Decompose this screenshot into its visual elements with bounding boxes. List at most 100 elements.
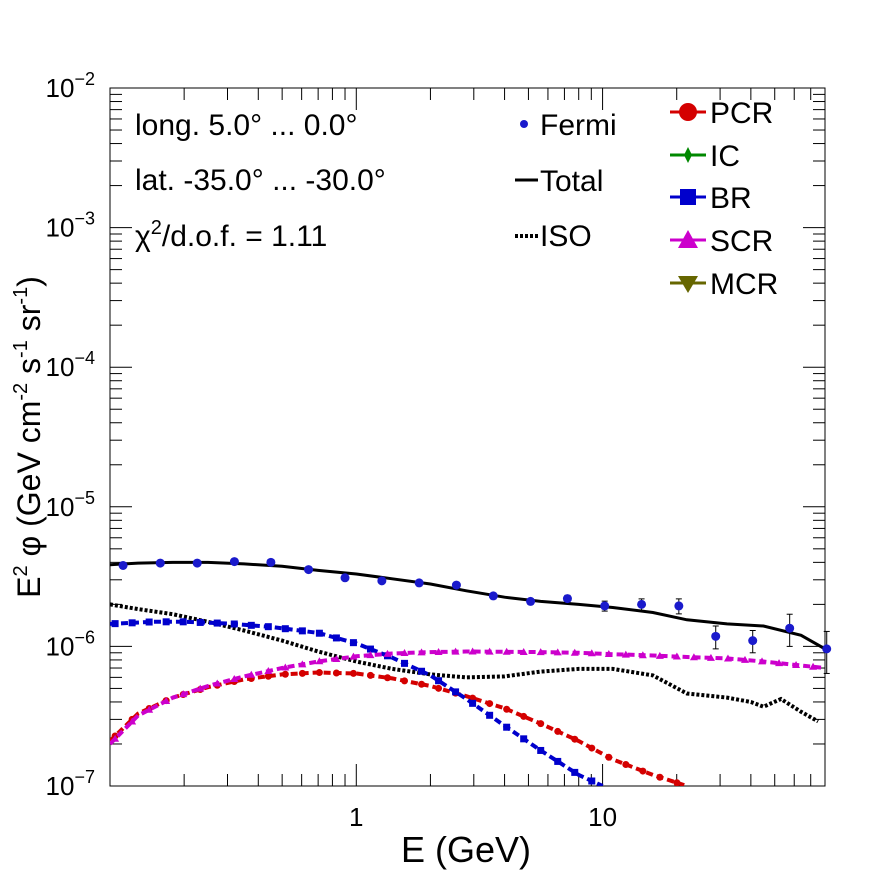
annotation-longitude: long. 5.0° ... 0.0°: [135, 109, 357, 142]
series-pcr-marker: [349, 669, 357, 677]
fermi-point: [785, 623, 795, 633]
series-scr-marker: [587, 649, 596, 657]
series-br-marker: [588, 777, 596, 785]
series-scr-marker: [417, 648, 426, 656]
y-title-sup4: -1: [10, 287, 32, 305]
series-br-marker: [486, 711, 494, 719]
series-pcr-marker: [298, 669, 306, 677]
legend-ic-label: IC: [710, 140, 740, 173]
fermi-point: [488, 591, 498, 601]
series-br-marker: [537, 746, 545, 754]
axes-ticks: 1 10 10−7 10−6 10−5 10−4 10−3 10−2: [46, 69, 826, 832]
series-br-marker: [264, 623, 272, 631]
series-br-marker: [179, 618, 187, 626]
series-scr-marker: [485, 647, 494, 655]
y-tick-label: 10−2: [46, 69, 95, 103]
series-br-marker: [213, 619, 221, 627]
series-pcr-marker: [281, 670, 289, 678]
fermi-point: [340, 573, 350, 583]
series-scr-marker: [655, 651, 664, 659]
series-scr-marker: [264, 667, 273, 675]
series-scr-marker: [298, 660, 307, 668]
series-pcr-marker: [264, 672, 272, 680]
series-br-marker: [145, 618, 153, 626]
series-scr-marker: [196, 684, 205, 692]
legend-left: Fermi Total ISO: [515, 109, 617, 253]
legend-mcr-label: MCR: [710, 268, 778, 301]
series-scr-marker: [553, 648, 562, 656]
fermi-point: [526, 596, 536, 606]
series-br-marker: [469, 699, 477, 707]
fermi-point: [414, 578, 424, 588]
fermi-points: [118, 557, 832, 674]
series-br-line: [110, 619, 604, 786]
y-tick-label: 10−3: [46, 209, 95, 243]
series-scr-marker: [758, 657, 767, 665]
series-pcr-marker: [537, 720, 545, 728]
series-br-marker: [418, 667, 426, 675]
series-scr-marker: [706, 653, 715, 661]
series-br-marker: [315, 629, 323, 637]
series-total-line: [110, 560, 825, 651]
series-pcr-marker: [486, 700, 494, 708]
annotation-latitude: lat. -35.0° ... -30.0°: [135, 164, 386, 197]
series-scr-marker: [570, 648, 579, 656]
series-pcr-marker: [588, 744, 596, 752]
x-tick-label: 10: [588, 802, 617, 832]
legend-ic-marker: [684, 147, 692, 163]
series-br-marker: [349, 639, 357, 647]
series-scr-line: [110, 649, 825, 746]
series-br-marker: [298, 627, 306, 635]
fermi-point: [266, 557, 276, 567]
chi-symbol: χ: [135, 220, 151, 253]
x-tick-label: 1: [349, 802, 363, 832]
series-pcr-marker: [673, 779, 681, 786]
series-pcr-marker: [418, 680, 426, 688]
series-br-marker: [554, 757, 562, 765]
series-br-marker: [435, 677, 443, 685]
series-scr-marker: [128, 717, 137, 725]
series-iso-line: [110, 602, 820, 724]
series-scr-marker: [672, 652, 681, 660]
legend-br-label: BR: [710, 182, 752, 215]
series-scr-marker: [689, 653, 698, 661]
legend-right: PCR IC BR SCR MCR: [670, 97, 778, 301]
fermi-point: [192, 558, 202, 568]
series-scr-marker: [400, 649, 409, 657]
y-tick-label: 10−7: [46, 767, 95, 801]
chi-value: /d.o.f. = 1.11: [162, 220, 327, 253]
series-br-marker: [452, 688, 460, 696]
fermi-point: [155, 558, 165, 568]
series-scr-marker: [809, 662, 818, 670]
series-scr-marker: [723, 654, 732, 662]
fermi-point: [600, 601, 610, 611]
series-scr-marker: [536, 648, 545, 656]
series-pcr-marker: [383, 674, 391, 682]
series-scr-marker: [213, 679, 222, 687]
legend-pcr-label: PCR: [710, 97, 773, 130]
series-scr-marker: [792, 660, 801, 668]
series-br-marker: [332, 634, 340, 642]
series-br-marker: [230, 620, 238, 628]
series-scr-marker: [621, 650, 630, 658]
series-br-marker: [366, 645, 374, 653]
series-scr-marker: [145, 705, 154, 713]
annotation-chi2: χ2/d.o.f. = 1.11: [135, 217, 327, 253]
series-scr-marker: [230, 674, 239, 682]
series-pcr-marker: [401, 677, 409, 685]
y-title-sup1: 2: [10, 565, 32, 576]
series-br-marker: [162, 618, 170, 626]
series-scr-marker: [332, 654, 341, 662]
fermi-point: [118, 560, 128, 570]
series-br-marker: [247, 621, 255, 629]
y-title-sr: sr: [11, 304, 47, 340]
series-pcr-marker: [520, 712, 528, 720]
y-title-e: E: [11, 577, 47, 598]
series-br-marker: [571, 768, 579, 776]
legend-mcr-marker: [678, 276, 698, 293]
x-axis-title: E (GeV): [401, 829, 531, 870]
series-layer: [110, 560, 825, 786]
plot-frame: [109, 87, 826, 787]
fermi-point: [748, 636, 758, 646]
